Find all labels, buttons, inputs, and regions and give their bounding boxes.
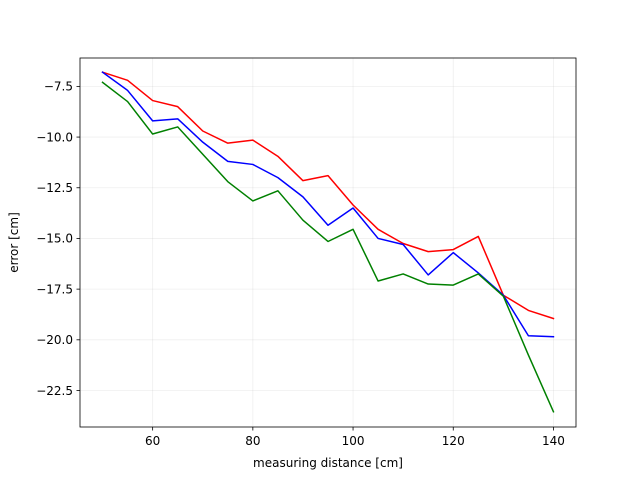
y-axis-label: error [cm]	[7, 212, 21, 273]
y-tick-label: −15.0	[36, 232, 73, 246]
y-tick-label: −12.5	[36, 181, 73, 195]
y-tick-label: −7.5	[44, 80, 73, 94]
series-line-2	[101, 71, 555, 338]
x-tick-label: 80	[245, 434, 260, 448]
x-tick-label: 60	[145, 434, 160, 448]
series-line-3	[101, 81, 555, 413]
ticks: 60 80 100 120 140 −7.5 −10.0 −12.5 −15.0 −17.5 −20…	[36, 80, 565, 448]
plot-area	[80, 58, 576, 427]
x-tick-label: 140	[542, 434, 565, 448]
y-tick-label: −22.5	[36, 384, 73, 398]
y-tick-label: −20.0	[36, 333, 73, 347]
x-axis-label: measuring distance [cm]	[253, 456, 403, 470]
series-layer	[101, 71, 555, 413]
grid	[80, 58, 576, 427]
series-line-1	[101, 71, 555, 320]
y-tick-label: −17.5	[36, 282, 73, 296]
plot-frame	[79, 57, 577, 428]
y-tick-label: −10.0	[36, 130, 73, 144]
x-tick-label: 120	[442, 434, 465, 448]
x-tick-label: 100	[342, 434, 365, 448]
